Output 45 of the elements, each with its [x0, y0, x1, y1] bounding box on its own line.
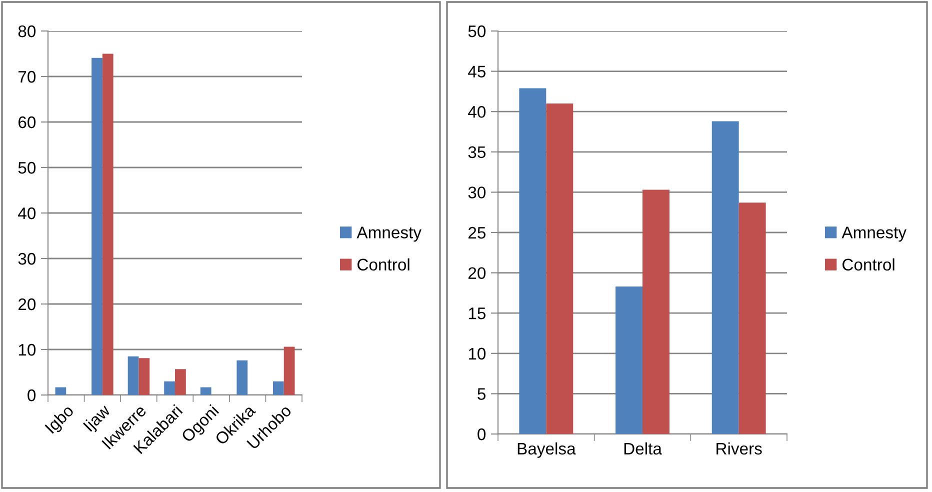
- bar: [138, 358, 150, 395]
- bar: [236, 360, 248, 395]
- y-tick-label: 20: [18, 298, 36, 310]
- x-tick-label: Delta: [624, 442, 662, 455]
- bar: [102, 54, 114, 395]
- legend-label: Amnesty: [842, 226, 906, 242]
- bar: [92, 58, 102, 395]
- y-tick-label: 40: [468, 106, 486, 118]
- bar: [519, 88, 546, 434]
- y-tick-label: 40: [18, 207, 36, 220]
- y-tick-label: 10: [468, 348, 486, 360]
- bar: [738, 202, 766, 434]
- bar: [272, 381, 284, 395]
- y-tick-label: 25: [468, 226, 486, 239]
- bar: [175, 369, 186, 395]
- bar: [128, 356, 139, 395]
- y-tick-label: 50: [468, 25, 486, 38]
- x-tick-label: Igbo: [44, 404, 77, 436]
- bar: [712, 121, 739, 434]
- bar: [164, 381, 175, 395]
- y-tick-label: 45: [468, 66, 486, 78]
- bar: [284, 346, 295, 395]
- y-tick-label: 15: [468, 308, 486, 320]
- bar: [616, 286, 642, 434]
- bar: [546, 104, 574, 434]
- bar: [642, 190, 670, 434]
- legend-label: Control: [358, 258, 410, 271]
- y-tick-label: 0: [478, 428, 486, 440]
- bar: [200, 387, 212, 395]
- y-tick-label: 30: [468, 186, 486, 198]
- x-tick-label: Bayelsa: [518, 442, 576, 458]
- y-tick-label: 20: [468, 267, 486, 280]
- y-tick-label: 10: [18, 344, 36, 356]
- y-tick-label: 60: [18, 116, 36, 128]
- y-tick-label: 5: [478, 388, 486, 400]
- y-tick-label: 50: [18, 162, 36, 174]
- y-tick-label: 35: [468, 146, 486, 158]
- x-tick-label: Rivers: [716, 442, 762, 455]
- legend-label: Control: [842, 258, 894, 271]
- bar: [55, 387, 66, 395]
- y-tick-label: 80: [18, 25, 36, 38]
- y-tick-label: 70: [18, 70, 36, 83]
- y-tick-label: 30: [18, 252, 36, 265]
- legend-label: Amnesty: [356, 226, 422, 242]
- y-tick-label: 0: [28, 389, 36, 402]
